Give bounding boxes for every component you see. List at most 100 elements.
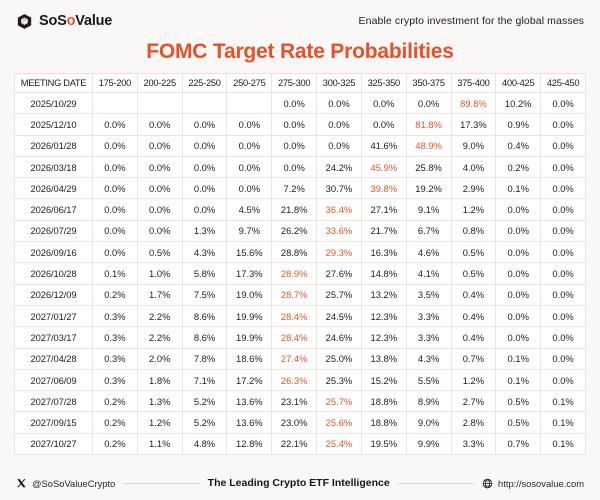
cell-probability: 19.0% <box>226 283 273 306</box>
cell-probability: 0.0% <box>226 113 273 136</box>
cell-probability: 7.8% <box>181 347 228 370</box>
column-header-rate-250-275: 250-275 <box>226 73 273 93</box>
cell-probability: 0.0% <box>540 134 586 157</box>
cell-probability: 0.5% <box>495 411 542 434</box>
cell-probability: 0.3% <box>92 326 138 349</box>
cell-probability: 33.6% <box>316 219 362 243</box>
cell-probability: 1.3% <box>181 219 228 243</box>
cell-probability: 13.6% <box>226 390 273 413</box>
fomc-probabilities-table: MEETING DATE 175-200 200-225 225-250 250-275… <box>14 73 586 456</box>
cell-probability: 19.2% <box>405 177 452 200</box>
cell-probability: 0.0% <box>92 113 138 136</box>
cell-probability: 0.0% <box>360 113 407 136</box>
footer-social-handle: @SoSoValueCrypto <box>32 477 116 489</box>
cell-probability: 3.5% <box>405 283 452 306</box>
cell-probability: 0.0% <box>360 91 407 115</box>
cell-probability: 0.0% <box>495 304 542 328</box>
cell-probability: 45.9% <box>360 155 407 179</box>
cell-probability: 4.3% <box>405 347 452 370</box>
cell-probability: 14.8% <box>360 262 407 285</box>
cell-probability: 0.0% <box>92 155 138 179</box>
cell-probability: 0.8% <box>450 219 497 243</box>
cell-probability: 8.6% <box>181 326 228 349</box>
column-header-rate-300-325: 300-325 <box>316 73 362 93</box>
cell-probability: 2.2% <box>136 304 183 328</box>
cell-probability: 9.1% <box>405 198 452 221</box>
cell-probability: 6.7% <box>405 219 452 243</box>
cell-probability: 30.7% <box>316 177 362 200</box>
cell-probability: 5.5% <box>405 368 452 392</box>
cell-probability: 0.1% <box>495 177 542 200</box>
cell-probability: 25.4% <box>316 432 362 456</box>
footer-website-url: http://sosovalue.com <box>498 477 584 489</box>
cell-probability: 5.2% <box>181 390 228 413</box>
cell-probability: 5.8% <box>181 262 228 285</box>
cell-probability: 7.2% <box>271 177 318 200</box>
cell-probability: 0.0% <box>226 155 273 179</box>
cell-probability: 81.8% <box>405 113 452 136</box>
cell-probability: 28.4% <box>271 326 318 349</box>
cell-probability: 0.5% <box>450 262 497 285</box>
cell-probability: 48.9% <box>405 134 452 157</box>
cell-probability: 19.5% <box>360 432 407 456</box>
cell-probability: 27.4% <box>271 347 318 370</box>
cell-probability: 0.0% <box>181 198 228 221</box>
cell-probability: 3.3% <box>405 304 452 328</box>
cell-probability: 13.2% <box>360 283 407 306</box>
cell-probability: 0.2% <box>92 411 138 434</box>
cell-probability: 0.0% <box>405 91 452 115</box>
cell-probability: 2.2% <box>136 326 183 349</box>
cell-meeting-date: 2026/07/29 <box>14 219 93 243</box>
cell-probability: 0.0% <box>181 113 228 136</box>
cell-probability: 0.0% <box>316 134 362 157</box>
table-body: 2025/10/29 0.0% 0.0% 0.0% 0.0% 89.8% 10.2% 0.0%… <box>14 91 586 456</box>
cell-probability: 0.0% <box>136 219 183 243</box>
globe-icon <box>482 478 493 489</box>
column-header-rate-375-400: 375-400 <box>450 73 497 93</box>
cell-probability: 23.0% <box>271 411 318 434</box>
cell-probability: 0.0% <box>92 198 138 221</box>
cell-probability: 0.0% <box>181 177 228 200</box>
cell-empty <box>92 91 138 115</box>
cell-probability: 29.3% <box>316 241 362 264</box>
cell-probability: 22.1% <box>271 432 318 456</box>
brand-logo[interactable]: SoSoValue <box>16 13 112 30</box>
cell-probability: 12.3% <box>360 304 407 328</box>
cell-probability: 25.7% <box>316 283 362 306</box>
cell-probability: 18.8% <box>360 411 407 434</box>
cell-probability: 0.7% <box>495 432 542 456</box>
cell-probability: 2.7% <box>450 390 497 413</box>
cell-meeting-date: 2026/01/28 <box>14 134 93 157</box>
cell-probability: 0.0% <box>226 177 273 200</box>
table-row: 2027/03/17 0.3% 2.2% 8.6% 19.9% 28.4% 24.6% 12.… <box>14 326 586 349</box>
column-header-rate-275-300: 275-300 <box>271 73 318 93</box>
cell-probability: 0.0% <box>540 304 586 328</box>
cell-probability: 25.7% <box>316 390 362 413</box>
cell-empty <box>136 91 183 115</box>
footer-tagline: The Leading Crypto ETF Intelligence <box>207 477 390 489</box>
cell-empty <box>226 91 273 115</box>
page-title: FOMC Target Rate Probabilities <box>146 40 454 63</box>
cell-probability: 0.1% <box>540 411 586 434</box>
cell-probability: 1.8% <box>136 368 183 392</box>
cell-probability: 0.2% <box>92 390 138 413</box>
cell-probability: 4.8% <box>181 432 228 456</box>
cell-probability: 0.1% <box>540 390 586 413</box>
footer-website[interactable]: http://sosovalue.com <box>482 478 584 489</box>
cell-probability: 0.0% <box>540 262 586 285</box>
cell-probability: 0.0% <box>495 326 542 349</box>
cell-probability: 12.3% <box>360 326 407 349</box>
cell-probability: 0.0% <box>540 113 586 136</box>
cell-probability: 0.0% <box>316 91 362 115</box>
footer-social[interactable]: @SoSoValueCrypto <box>16 478 115 489</box>
cell-probability: 0.4% <box>450 326 497 349</box>
cell-probability: 0.9% <box>495 113 542 136</box>
cell-probability: 25.0% <box>316 347 362 370</box>
cell-probability: 26.3% <box>271 368 318 392</box>
cell-probability: 0.0% <box>540 219 586 243</box>
cell-meeting-date: 2027/09/15 <box>14 411 93 434</box>
cell-probability: 0.4% <box>495 134 542 157</box>
cell-meeting-date: 2026/06/17 <box>14 198 93 221</box>
cell-probability: 0.0% <box>226 134 273 157</box>
header-bar: SoSoValue Enable crypto investment for t… <box>0 0 600 34</box>
